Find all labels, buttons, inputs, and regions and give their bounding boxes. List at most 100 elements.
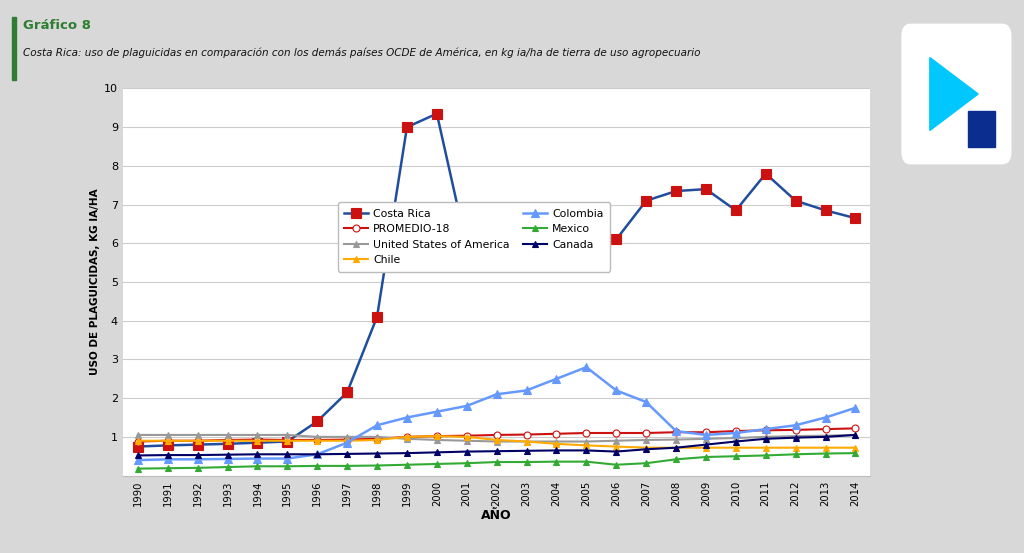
Chile <box>760 445 772 451</box>
Chile <box>730 445 742 451</box>
Canada <box>550 447 562 453</box>
Canada <box>400 450 413 456</box>
Canada <box>311 451 324 458</box>
United States of America <box>520 438 532 445</box>
Colombia <box>699 431 712 438</box>
Line: Costa Rica: Costa Rica <box>133 109 860 451</box>
Chile <box>670 445 682 451</box>
X-axis label: AÑO: AÑO <box>481 509 512 521</box>
Chile <box>431 433 443 440</box>
PROMEDIO-18 <box>311 437 324 444</box>
Mexico <box>191 465 204 471</box>
PROMEDIO-18 <box>730 428 742 435</box>
Canada <box>371 450 383 457</box>
Chile <box>849 445 861 451</box>
Canada <box>191 452 204 458</box>
Chile <box>221 437 233 444</box>
Chile <box>699 445 712 451</box>
Colombia <box>819 414 831 421</box>
Mexico <box>162 465 174 472</box>
United States of America <box>341 434 353 440</box>
United States of America <box>640 437 652 444</box>
Mexico <box>490 459 503 466</box>
United States of America <box>132 431 144 438</box>
Chile <box>191 437 204 444</box>
Mexico <box>730 453 742 460</box>
Colombia <box>790 422 802 429</box>
Mexico <box>610 461 623 468</box>
Mexico <box>640 460 652 467</box>
Mexico <box>251 463 263 469</box>
United States of America <box>162 431 174 438</box>
PROMEDIO-18 <box>670 429 682 436</box>
United States of America <box>699 436 712 442</box>
PROMEDIO-18 <box>520 431 532 438</box>
Colombia <box>311 451 324 458</box>
United States of America <box>610 437 623 444</box>
Colombia <box>341 439 353 446</box>
Chile <box>282 437 294 444</box>
United States of America <box>400 436 413 442</box>
Colombia <box>191 456 204 463</box>
Costa Rica <box>431 111 443 117</box>
Costa Rica <box>610 236 623 243</box>
Legend: Costa Rica, PROMEDIO-18, United States of America, Chile, Colombia, Mexico, Cana: Costa Rica, PROMEDIO-18, United States o… <box>338 202 610 272</box>
Mexico <box>341 462 353 469</box>
Chile <box>550 441 562 447</box>
Costa Rica <box>251 439 263 446</box>
Canada <box>490 448 503 455</box>
Polygon shape <box>930 58 978 131</box>
Colombia <box>610 387 623 394</box>
Mexico <box>371 462 383 469</box>
Chile <box>162 437 174 444</box>
United States of America <box>819 432 831 439</box>
Costa Rica <box>490 217 503 223</box>
Line: Canada: Canada <box>134 431 859 459</box>
Mexico <box>311 462 324 469</box>
Canada <box>431 449 443 456</box>
Canada <box>520 447 532 454</box>
PROMEDIO-18 <box>760 427 772 434</box>
Costa Rica <box>550 225 562 231</box>
Costa Rica <box>282 438 294 445</box>
PROMEDIO-18 <box>282 437 294 444</box>
Costa Rica <box>371 314 383 320</box>
Chile <box>311 437 324 444</box>
Colombia <box>400 414 413 421</box>
PROMEDIO-18 <box>461 432 473 439</box>
Text: Costa Rica: uso de plaguicidas en comparación con los demás países OCDE de Améri: Costa Rica: uso de plaguicidas en compar… <box>23 47 700 58</box>
United States of America <box>282 431 294 438</box>
FancyBboxPatch shape <box>902 24 1011 164</box>
United States of America <box>670 436 682 443</box>
Mexico <box>221 464 233 471</box>
Costa Rica <box>162 442 174 448</box>
PROMEDIO-18 <box>162 437 174 444</box>
Chile <box>371 437 383 444</box>
Colombia <box>760 426 772 432</box>
Mexico <box>581 458 593 465</box>
Colombia <box>132 457 144 463</box>
Canada <box>670 445 682 451</box>
Costa Rica <box>191 441 204 448</box>
Canada <box>760 436 772 442</box>
Chile <box>490 437 503 444</box>
United States of America <box>461 437 473 444</box>
Mexico <box>699 453 712 460</box>
Chile <box>819 445 831 451</box>
Canada <box>341 451 353 457</box>
Colombia <box>730 430 742 436</box>
Costa Rica <box>311 418 324 425</box>
Costa Rica <box>132 444 144 450</box>
Colombia <box>550 375 562 382</box>
Canada <box>581 447 593 453</box>
United States of America <box>251 431 263 438</box>
Canada <box>849 431 861 438</box>
United States of America <box>371 434 383 440</box>
Canada <box>132 452 144 459</box>
Canada <box>282 451 294 458</box>
United States of America <box>730 435 742 441</box>
United States of America <box>191 431 204 438</box>
United States of America <box>221 431 233 438</box>
PROMEDIO-18 <box>431 433 443 440</box>
Colombia <box>461 403 473 409</box>
